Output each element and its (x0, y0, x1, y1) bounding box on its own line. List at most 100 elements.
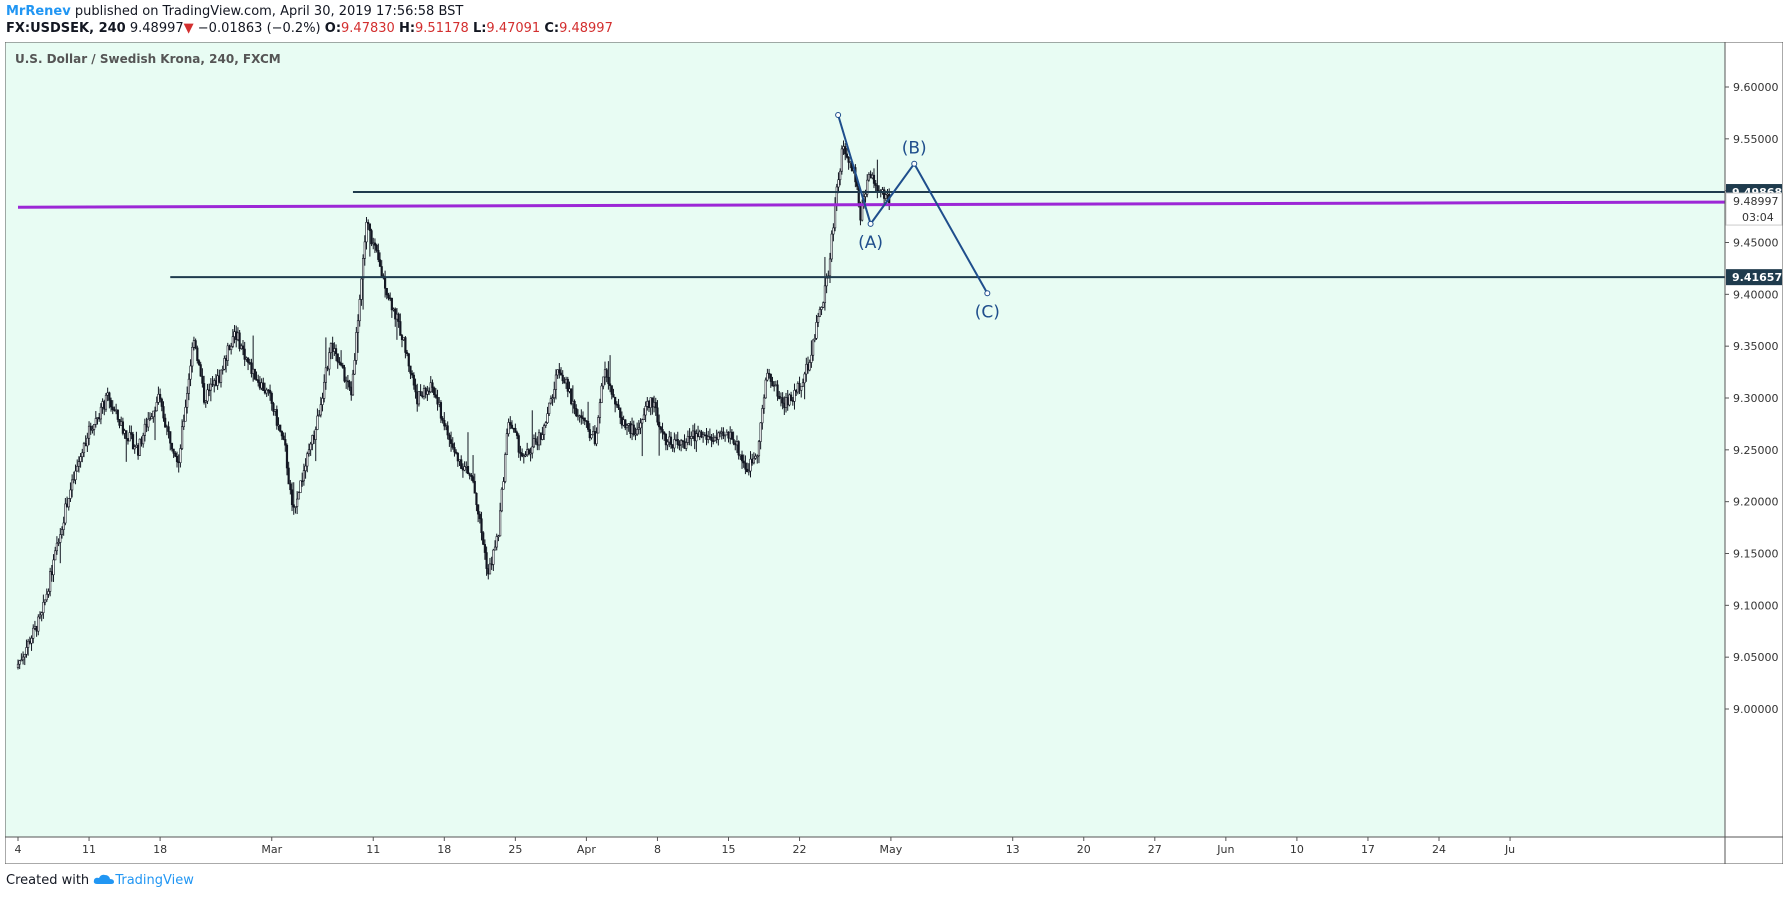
candle-body (777, 385, 779, 396)
candle-body (631, 425, 633, 434)
candle-body (775, 385, 777, 386)
candle-body (738, 442, 740, 456)
candle-body (301, 481, 303, 482)
price-tick-label: 9.05000 (1733, 651, 1779, 664)
candle-body (741, 455, 743, 461)
candle-body (95, 419, 97, 425)
candle-body (85, 443, 87, 446)
candle-body (188, 379, 190, 393)
wave-anchor-point[interactable] (868, 221, 873, 226)
time-tick-label: 15 (722, 843, 736, 856)
candle-body (474, 481, 476, 493)
candle-body (92, 429, 94, 430)
close-value: 9.48997 (559, 21, 613, 36)
candle-body (403, 338, 405, 340)
time-axis[interactable]: 4 11 18 Mar 11 18 25 Apr 8 15 22 May 13 20 27 Jun 10 17 24… (15, 837, 1516, 856)
candle-body (668, 437, 670, 442)
candle-body (212, 384, 214, 385)
candle-body (313, 435, 315, 439)
candle-body (29, 641, 31, 643)
wave-anchor-point[interactable] (985, 291, 990, 296)
candle-body (553, 390, 555, 398)
candle-body (112, 407, 114, 410)
candle-body (80, 457, 82, 462)
candle-body (850, 162, 852, 163)
candle-body (794, 390, 796, 401)
candle-body (389, 298, 391, 299)
candle-body (599, 403, 601, 418)
price-tick-label: 9.15000 (1733, 548, 1779, 561)
candle-body (643, 415, 645, 420)
candle-body (305, 466, 307, 471)
candle-body (122, 422, 124, 434)
candle-body (833, 228, 835, 234)
candle-body (877, 185, 879, 190)
candle-body (504, 455, 506, 482)
candle-body (447, 426, 449, 435)
candle-body (371, 231, 373, 244)
candle-body (102, 401, 104, 407)
candle-body (887, 194, 889, 195)
candle-body (518, 436, 520, 453)
candle-body (224, 358, 226, 369)
time-tick-label: Mar (261, 843, 282, 856)
candle-body (608, 377, 610, 384)
candle-body (658, 422, 660, 427)
candle-body (279, 425, 281, 431)
candle-body (340, 363, 342, 365)
candle-body (477, 505, 479, 514)
candle-body (388, 295, 390, 298)
wave-anchor-point[interactable] (836, 112, 841, 117)
candle-body (127, 439, 129, 441)
candle-body (76, 466, 78, 471)
candle-body (511, 425, 513, 428)
candle-body (579, 416, 581, 417)
candle-body (719, 433, 721, 434)
candle-body (273, 403, 275, 411)
price-tick-label: 9.35000 (1733, 340, 1779, 353)
candle-body (393, 309, 395, 310)
time-tick-label: 27 (1148, 843, 1162, 856)
candle-body (154, 411, 156, 412)
candle-body (861, 205, 863, 220)
candle-body (804, 374, 806, 383)
candle-body (183, 421, 185, 426)
candle-body (59, 535, 61, 543)
high-value: 9.51178 (415, 21, 469, 36)
author-link[interactable]: MrRenev (6, 4, 71, 19)
candle-body (369, 224, 371, 231)
candle-body (501, 489, 503, 511)
candle-body (139, 439, 141, 455)
candlestick-chart[interactable]: (A)(B)(C) 9.600009.550009.500009.450009.… (5, 42, 1783, 864)
candle-body (476, 493, 478, 505)
chart-frame[interactable]: (A)(B)(C) 9.600009.550009.500009.450009.… (5, 42, 1783, 864)
candle-body (437, 397, 439, 404)
plot-background[interactable] (5, 42, 1725, 837)
candle-body (185, 407, 187, 421)
candle-body (415, 385, 417, 392)
candle-body (582, 418, 584, 419)
candle-body (609, 384, 611, 386)
candle-body (124, 431, 126, 434)
candle-body (422, 396, 424, 397)
candle-body (559, 370, 561, 373)
candle-body (129, 433, 131, 441)
candle-body (758, 442, 760, 456)
candle-body (753, 458, 755, 463)
wave-anchor-point[interactable] (912, 161, 917, 166)
candle-body (699, 432, 701, 437)
candle-body (787, 398, 789, 405)
candle-body (210, 384, 212, 390)
candle-body (843, 146, 845, 148)
bar-countdown: 03:04 (1742, 211, 1774, 224)
candle-body (589, 429, 591, 437)
candle-body (391, 298, 393, 310)
candle-body (234, 332, 236, 337)
candle-body (423, 388, 425, 396)
candle-body (202, 376, 204, 383)
tradingview-brand-link[interactable]: TradingView (115, 873, 194, 888)
price-axis[interactable]: 9.600009.550009.500009.450009.400009.350… (1725, 81, 1779, 716)
candle-body (298, 493, 300, 499)
candle-body (257, 380, 259, 383)
candle-body (459, 460, 461, 461)
